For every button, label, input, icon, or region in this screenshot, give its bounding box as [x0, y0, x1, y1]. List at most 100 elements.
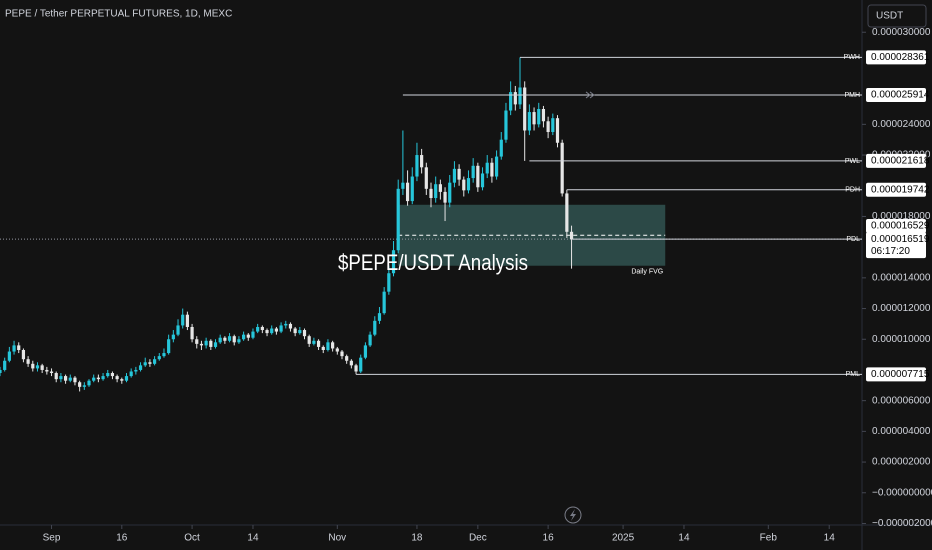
candle	[569, 225, 574, 269]
candle	[162, 348, 166, 358]
candle-body	[213, 342, 218, 347]
candle-body	[115, 376, 119, 380]
candle-body	[35, 365, 40, 369]
candle-body	[129, 371, 133, 377]
candle-body	[494, 156, 499, 177]
candle	[110, 371, 115, 380]
candle-body	[302, 330, 307, 337]
candle	[195, 336, 199, 349]
candle	[387, 265, 391, 295]
level-name: PDL	[846, 236, 860, 243]
candle	[494, 150, 499, 180]
candle-body	[368, 334, 372, 346]
candle-body	[298, 330, 302, 334]
candle	[382, 287, 386, 315]
candle-body	[569, 231, 574, 240]
candle-body	[326, 342, 330, 350]
candle-body	[45, 369, 49, 372]
candle-body	[279, 325, 283, 332]
y-tick-label: 0.000030000	[872, 27, 931, 38]
candle-body	[54, 373, 58, 380]
candle	[213, 339, 218, 349]
y-tick-label: 0.000024000	[872, 119, 931, 130]
icon-bolt[interactable]	[570, 509, 576, 521]
candle-body	[246, 334, 250, 338]
candle	[167, 334, 171, 355]
candle	[546, 116, 550, 139]
candle	[176, 319, 180, 337]
level-value-box	[866, 182, 926, 197]
countdown-label: 06:17:20	[871, 246, 910, 257]
candle	[68, 374, 72, 383]
level-value: 0.000025914	[871, 90, 930, 101]
candle-body	[265, 330, 269, 334]
candle-body	[63, 376, 68, 381]
candle-body	[560, 142, 564, 194]
candle	[288, 322, 293, 332]
candle-body	[391, 250, 396, 274]
candle	[565, 189, 569, 238]
candle	[377, 307, 382, 324]
candle-body	[87, 380, 91, 386]
candle-body	[270, 328, 274, 334]
candle-body	[377, 313, 382, 321]
candle-body	[293, 328, 297, 334]
candle	[331, 340, 335, 352]
candle	[335, 346, 339, 355]
x-tick-label: Nov	[328, 533, 346, 544]
candle	[532, 107, 536, 131]
candle-body	[49, 371, 54, 374]
candle	[21, 348, 26, 363]
y-tick-label: 0.000006000	[872, 395, 931, 406]
candle-body	[513, 92, 517, 105]
candle-body	[499, 139, 503, 157]
x-tick-label: Oct	[184, 533, 200, 544]
candle	[96, 374, 100, 383]
candle	[471, 158, 475, 183]
candle	[59, 373, 63, 383]
y-tick-label: −0.000000000	[872, 487, 932, 498]
currency-label[interactable]: USDT	[876, 11, 903, 22]
candle	[143, 357, 147, 367]
candle	[17, 342, 21, 354]
candle-body	[124, 376, 129, 381]
candle-body	[92, 377, 96, 381]
candle	[541, 105, 546, 128]
lightning-icon[interactable]	[564, 506, 582, 524]
candle-body	[382, 291, 386, 314]
candle-body	[405, 182, 410, 202]
candle-body	[485, 162, 489, 174]
currency-button[interactable]	[867, 4, 927, 28]
candle	[237, 336, 241, 344]
level-name: PML	[846, 371, 861, 378]
candle-body	[237, 339, 241, 343]
level-value-box	[866, 367, 926, 382]
candle	[363, 342, 368, 360]
candle-body	[457, 168, 461, 180]
y-tick-label: 0.000018000	[872, 211, 931, 222]
y-tick-label: 0.000002000	[872, 457, 931, 468]
y-tick-label: 0.000012000	[872, 303, 931, 314]
candle-body	[120, 379, 124, 381]
candle	[443, 187, 447, 222]
candle	[101, 373, 105, 381]
candle-body	[429, 188, 433, 199]
candle-body	[185, 314, 189, 327]
candle	[40, 363, 44, 374]
candle-body	[490, 162, 494, 177]
x-tick-label: 14	[247, 533, 259, 544]
candle	[31, 360, 35, 372]
candle-body	[340, 351, 344, 357]
candle-body	[0, 369, 2, 374]
candle	[555, 115, 560, 148]
candle	[270, 325, 274, 335]
candle-body	[82, 385, 86, 387]
x-tick-label: Feb	[760, 533, 778, 544]
candle	[429, 182, 433, 208]
candle	[307, 334, 311, 347]
candle-body	[335, 348, 339, 352]
candle	[480, 167, 485, 191]
icon-circle[interactable]	[564, 506, 582, 524]
candle	[551, 113, 555, 136]
fvg-label: Daily FVG	[631, 269, 663, 276]
